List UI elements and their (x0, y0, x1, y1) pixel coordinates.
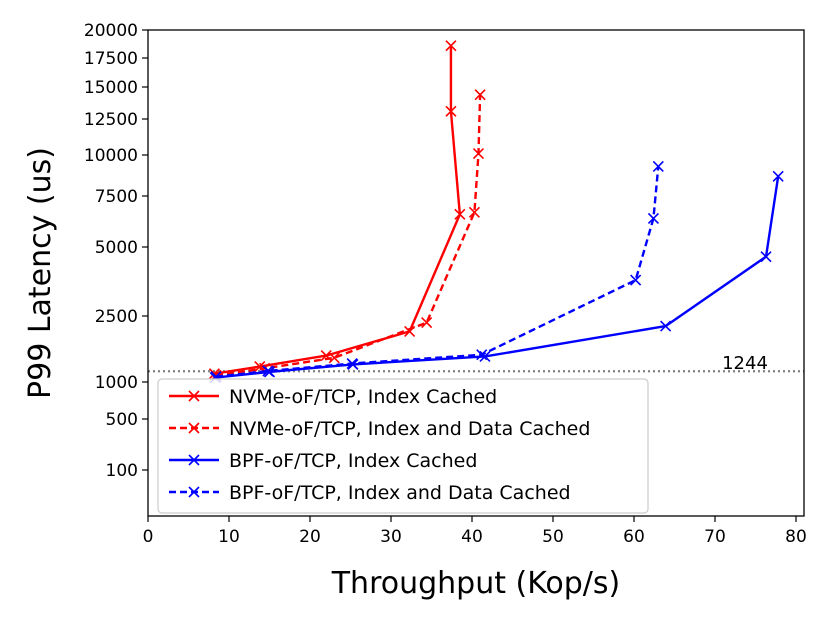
legend-label: BPF-oF/TCP, Index Cached (229, 450, 477, 472)
y-tick-label: 5000 (95, 238, 138, 258)
y-tick-label: 10000 (84, 146, 138, 166)
legend-marker (188, 422, 200, 434)
data-point-marker (445, 40, 457, 52)
legend-entry: NVMe-oF/TCP, Index Cached (169, 386, 497, 408)
data-point-marker (421, 317, 433, 329)
legend-box (157, 378, 649, 514)
y-axis-title: P99 Latency (us) (23, 147, 58, 399)
data-point-marker (472, 147, 485, 160)
data-point-marker (454, 208, 466, 220)
x-tick-label: 40 (461, 527, 483, 547)
plot-frame (147, 29, 805, 517)
y-tick-label: 12500 (84, 110, 138, 130)
x-tick-label: 60 (623, 527, 645, 547)
y-axis-ticks: 100 500 1000 2500 5000 7500 10000 12500 15000 175… (84, 21, 148, 481)
legend-marker (188, 454, 200, 466)
x-tick-label: 0 (143, 527, 154, 547)
data-point-marker (647, 212, 660, 225)
y-tick-label: 20000 (84, 21, 138, 41)
data-point-marker (630, 274, 642, 286)
y-tick-label: 100 (106, 461, 138, 481)
legend-label: NVMe-oF/TCP, Index Cached (229, 386, 497, 408)
data-point-marker (445, 105, 457, 117)
data-point-marker (660, 320, 672, 332)
x-tick-label: 50 (542, 527, 564, 547)
x-tick-label: 20 (299, 527, 321, 547)
series-layer (208, 40, 784, 384)
legend-label: BPF-oF/TCP, Index and Data Cached (229, 482, 571, 504)
x-tick-label: 30 (380, 527, 402, 547)
x-tick-label: 10 (218, 527, 240, 547)
y-tick-label: 1000 (95, 373, 138, 393)
legend-marker (188, 390, 200, 402)
data-point-marker (262, 365, 274, 377)
legend-entry: NVMe-oF/TCP, Index and Data Cached (169, 418, 590, 440)
y-tick-label: 2500 (95, 307, 138, 327)
y-tick-label: 15000 (84, 78, 138, 98)
legend-entry: BPF-oF/TCP, Index and Data Cached (169, 482, 571, 504)
x-axis-title: Throughput (Kop/s) (331, 566, 621, 601)
x-tick-label: 80 (785, 527, 807, 547)
data-point-marker (479, 350, 491, 363)
legend: NVMe-oF/TCP, Index Cached NVMe-oF/TCP, In… (157, 378, 649, 514)
x-axis-ticks: 0 10 20 30 40 50 60 70 80 (143, 516, 807, 547)
data-point-marker (652, 160, 664, 173)
data-point-marker (760, 251, 772, 263)
data-point-marker (772, 170, 784, 182)
x-tick-label: 70 (704, 527, 726, 547)
reference-line-label: 1244 (722, 353, 768, 374)
data-point-marker (346, 357, 358, 370)
y-tick-label: 17500 (84, 49, 138, 69)
legend-marker (188, 486, 200, 498)
legend-entry: BPF-oF/TCP, Index Cached (169, 450, 477, 472)
data-point-marker (476, 349, 488, 361)
data-point-marker (468, 206, 480, 218)
data-point-marker (328, 352, 340, 364)
y-tick-label: 500 (106, 410, 138, 430)
legend-label: NVMe-oF/TCP, Index and Data Cached (229, 418, 590, 440)
data-point-marker (474, 89, 486, 101)
y-tick-label: 7500 (95, 187, 138, 207)
